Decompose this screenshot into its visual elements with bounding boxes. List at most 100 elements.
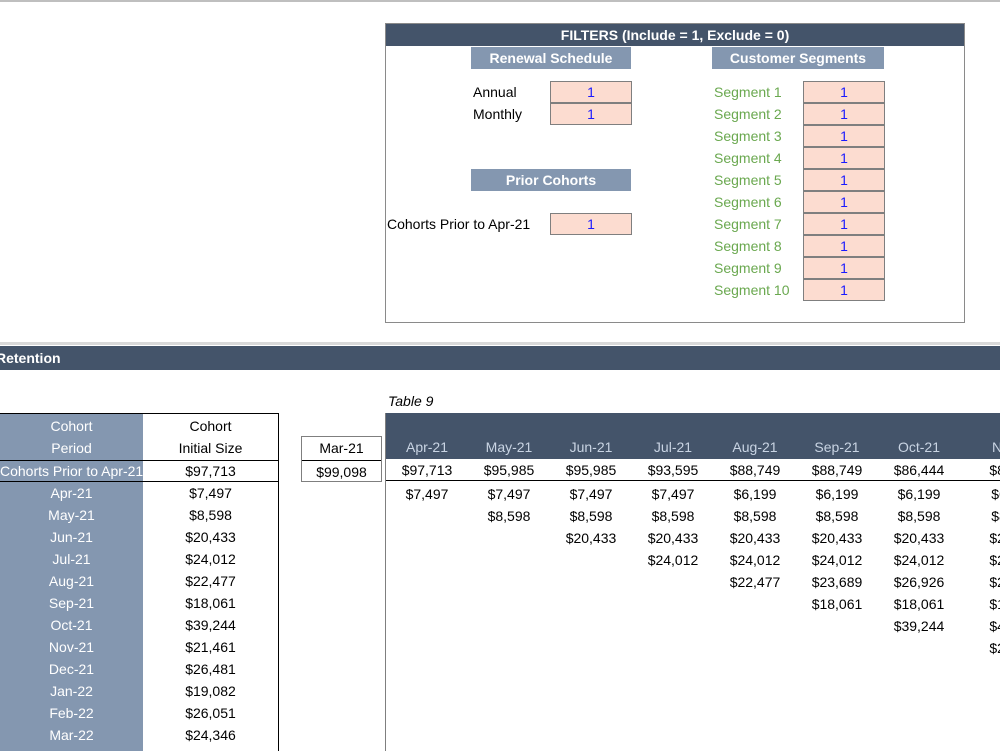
segment-filter-cell[interactable]: 1 [803,257,885,279]
grid-value-cell: $8,598 [487,508,531,524]
prior-cohorts-header: Prior Cohorts [471,169,631,191]
grid-value-cell: $22,477 [729,574,781,590]
grid-value-cell: $24,012 [811,552,863,568]
grid-prior-cell: $97,713 [401,462,453,478]
monthly-label: Monthly [473,106,523,122]
segment-filter-cell[interactable]: 1 [803,147,885,169]
grid-value-cell: $6,199 [733,486,777,502]
cohort-size-cell: $24,346 [185,727,236,743]
cohort-period-cell: Dec-21 [48,661,95,677]
cohort-size-cell: $20,433 [185,529,236,545]
cohort-size-cell: $39,244 [185,617,236,633]
table-caption: Table 9 [388,393,434,409]
grid-value-cell: $24,012 [893,552,945,568]
segment-filter-cell[interactable]: 1 [803,279,885,301]
grid-month-header-cell: Sep-21 [814,439,860,455]
segment-label: Segment 5 [714,172,782,188]
grid-value-cell: $24 [989,552,1000,568]
cohort-period-header-2: Period [51,440,92,456]
retention-section-header: Retention [0,346,1000,370]
segment-label: Segment 1 [714,84,782,100]
grid-value-cell: $18 [989,596,1000,612]
grid-prior-row: $97,713 $95,985 $95,985 $93,595 $88,749 $88,7… [386,459,1000,481]
cohort-prior-size: $97,713 [185,463,236,479]
grid-value-cell: $23,689 [811,574,863,590]
segment-filter-cell[interactable]: 1 [803,213,885,235]
mar-21-column: Mar-21 $99,098 [301,436,382,482]
cohort-prior-row: Cohorts Prior to Apr-21 $97,713 [0,460,278,482]
cohort-table: Cohort Period Cohort Initial Size Cohort… [0,413,279,751]
cohort-size-header-2: Initial Size [178,440,243,456]
cohort-period-cell: May-21 [48,507,95,523]
grid-value-cell: $8,598 [569,508,613,524]
grid-value-cell: $8,598 [733,508,777,524]
grid-month-header-cell: Aug-21 [732,439,778,455]
segment-filter-cell[interactable]: 1 [803,169,885,191]
segment-label: Segment 2 [714,106,782,122]
grid-month-header-cell: Jul-21 [653,439,693,455]
grid-value-cell: $21 [989,640,1000,656]
grid-prior-cell: $86,444 [893,462,945,478]
cohort-period-header-1: Cohort [50,418,93,434]
grid-value-cell: $20,433 [565,530,617,546]
grid-month-header-cell: Jun-21 [569,439,613,455]
grid-value-cell: $6,199 [815,486,859,502]
cohort-size-cell: $22,477 [185,573,236,589]
mar-21-value: $99,098 [302,460,381,482]
cohort-size-cell: $26,481 [185,661,236,677]
top-border [0,0,1000,2]
grid-value-cell: $8,598 [815,508,859,524]
segment-filter-cell[interactable]: 1 [803,125,885,147]
cohort-size-cell: $24,012 [185,551,236,567]
cohort-period-cell: Mar-22 [49,727,94,743]
filters-title: FILTERS (Include = 1, Exclude = 0) [386,24,964,46]
cohort-size-cell: $8,598 [189,507,232,523]
grid-month-header-cell: May-21 [485,439,533,455]
grid-month-header: Apr-21 May-21 Jun-21 Jul-21 Aug-21 Sep-21 Oct-… [386,435,1000,459]
grid-value-cell: $7,497 [405,486,449,502]
segment-label: Segment 4 [714,150,782,166]
cohort-size-header-1: Cohort [189,418,232,434]
grid-value-cell: $20,433 [729,530,781,546]
segment-filter-cell[interactable]: 1 [803,81,885,103]
grid-prior-cell: $95,985 [565,462,617,478]
cohort-size-cell: $26,051 [185,705,236,721]
grid-value-cell: $6,199 [897,486,941,502]
grid-value-cell: $47 [989,618,1000,634]
cohort-period-cell: Jan-22 [50,683,93,699]
cohort-period-cell: Jun-21 [50,529,93,545]
grid-header-band [386,413,1000,435]
grid-value-cell: $26 [989,574,1000,590]
grid-month-header-cell: No [960,435,1000,459]
grid-value-cell: $20,433 [647,530,699,546]
monthly-filter-cell[interactable]: 1 [550,103,632,125]
grid-prior-cell: $88,749 [811,462,863,478]
cohort-period-cell: Nov-21 [48,639,95,655]
retention-grid: Apr-21 May-21 Jun-21 Jul-21 Aug-21 Sep-21 Oct-… [385,413,1000,751]
grid-value-cell: $26,926 [893,574,945,590]
grid-value-cell: $20 [989,530,1000,546]
grid-value-cell: $8,598 [897,508,941,524]
prior-cohorts-filter-cell[interactable]: 1 [550,213,632,235]
cohort-period-cell: Apr-21 [50,485,93,501]
segment-label: Segment 7 [714,216,782,232]
grid-value-cell: $24,012 [647,552,699,568]
grid-prior-cell: $88,749 [729,462,781,478]
cohort-period-cell: Jul-21 [52,551,91,567]
cohort-period-cell: Oct-21 [50,617,93,633]
customer-segments-header: Customer Segments [712,47,884,69]
segment-label: Segment 8 [714,238,782,254]
grid-prior-cell: $93,595 [647,462,699,478]
annual-filter-cell[interactable]: 1 [550,81,632,103]
grid-value-cell: $20,433 [811,530,863,546]
segment-filter-cell[interactable]: 1 [803,191,885,213]
segment-label: Segment 10 [714,282,790,298]
segment-filter-cell[interactable]: 1 [803,103,885,125]
cohort-size-cell: $7,497 [189,485,232,501]
cohort-period-cell: Sep-21 [48,595,95,611]
prior-cohorts-label: Cohorts Prior to Apr-21 [387,216,531,232]
grid-prior-cell: $95,985 [483,462,535,478]
cohort-size-cell: $19,082 [185,683,236,699]
segment-filter-cell[interactable]: 1 [803,235,885,257]
segment-label: Segment 6 [714,194,782,210]
